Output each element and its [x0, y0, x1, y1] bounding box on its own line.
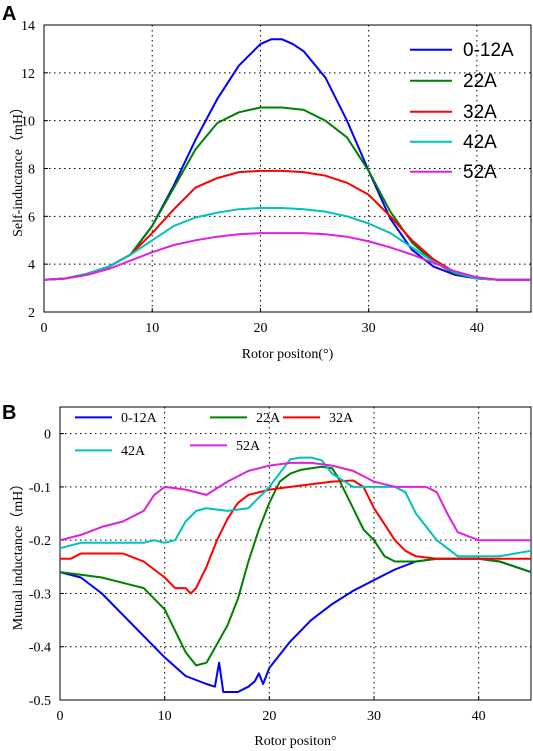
panel-a-y-tick-label: 8	[28, 163, 35, 178]
panel-a-y-tick-label: 14	[21, 19, 35, 34]
panel-b-x-tick-label: 40	[472, 709, 486, 724]
chart-panel-a: 0 10 20 30 40 2 4 6 8 10 12 14 Rotor positon(°) Self-…	[10, 19, 532, 362]
panel-a-plot-frame	[43, 24, 532, 313]
panel-b-legend-label: 52A	[236, 439, 261, 454]
panel-a-x-tick-label: 0	[41, 321, 48, 336]
panel-a-series-line-22a	[43, 106, 531, 281]
panel-a-series-line-32a	[43, 169, 531, 281]
panel-a-x-tick-label: 20	[253, 321, 267, 336]
panel-a-x-tick-label: 30	[362, 321, 376, 336]
panel-b-series-line-0-12a	[59, 557, 532, 693]
panel-b-y-tick-label: -0.3	[29, 587, 51, 602]
panel-a-y-axis-label: Self-inductance（mH）	[10, 100, 26, 237]
panel-b-series-line-42a	[59, 456, 532, 558]
panel-b-y-tick-label: -0.4	[29, 641, 51, 656]
panel-a-legend-label: 42A	[463, 132, 497, 153]
panel-a-x-tick-label: 10	[145, 321, 159, 336]
panel-a-x-axis-label: Rotor positon(°)	[242, 347, 334, 362]
panel-a-y-tick-label: 10	[21, 115, 35, 130]
panel-a-legend-label: 52A	[463, 162, 497, 183]
panel-b-legend-label: 42A	[121, 444, 146, 459]
panel-a-y-tick-label: 4	[28, 258, 35, 273]
panel-a-series-line-0-12a	[43, 38, 531, 281]
panel-a-series-line-42a	[43, 207, 531, 281]
panel-b-y-tick-label: -0.1	[29, 481, 51, 496]
panel-a-y-tick-label: 12	[21, 67, 35, 82]
panel-b-x-axis-label: Rotor positon°	[254, 734, 336, 749]
panel-a-series-line-52a	[43, 232, 531, 281]
panel-b-plot-frame	[59, 406, 532, 701]
panel-b-x-tick-label: 20	[262, 709, 276, 724]
panel-b-letter: B	[2, 402, 16, 424]
panel-b-y-axis-label: Mutual inductance（mH）	[10, 477, 26, 631]
panel-a-x-tick-label: 40	[470, 321, 484, 336]
panel-b-series-line-22a	[59, 465, 532, 667]
panel-b-y-tick-label: 0	[44, 428, 51, 443]
panel-b-x-tick-label: 0	[57, 709, 64, 724]
panel-b-legend-label: 32A	[329, 411, 354, 426]
panel-a-legend-label: 32A	[463, 102, 497, 123]
panel-b-y-tick-label: -0.5	[29, 694, 51, 709]
panel-b-x-tick-label: 30	[367, 709, 381, 724]
panel-a-legend-label: 0-12A	[463, 40, 514, 61]
panel-b-x-tick-label: 10	[158, 709, 172, 724]
panel-b-y-tick-label: -0.2	[29, 534, 51, 549]
panel-a-y-tick-label: 6	[28, 210, 35, 225]
panel-b-legend-label: 0-12A	[121, 411, 158, 426]
panel-b-series-line-32a	[60, 479, 531, 595]
chart-panel-b: 0 10 20 30 40 0 -0.1 -0.2 -0.3 -0.4 -0.5 Rotor posi…	[10, 406, 532, 749]
panel-a-letter: A	[2, 3, 16, 25]
panel-a-legend-label: 22A	[463, 71, 497, 92]
panel-a-y-tick-label: 2	[28, 306, 35, 321]
panel-b-legend-label: 22A	[256, 411, 281, 426]
panel-b-series-line-52a	[59, 461, 531, 542]
